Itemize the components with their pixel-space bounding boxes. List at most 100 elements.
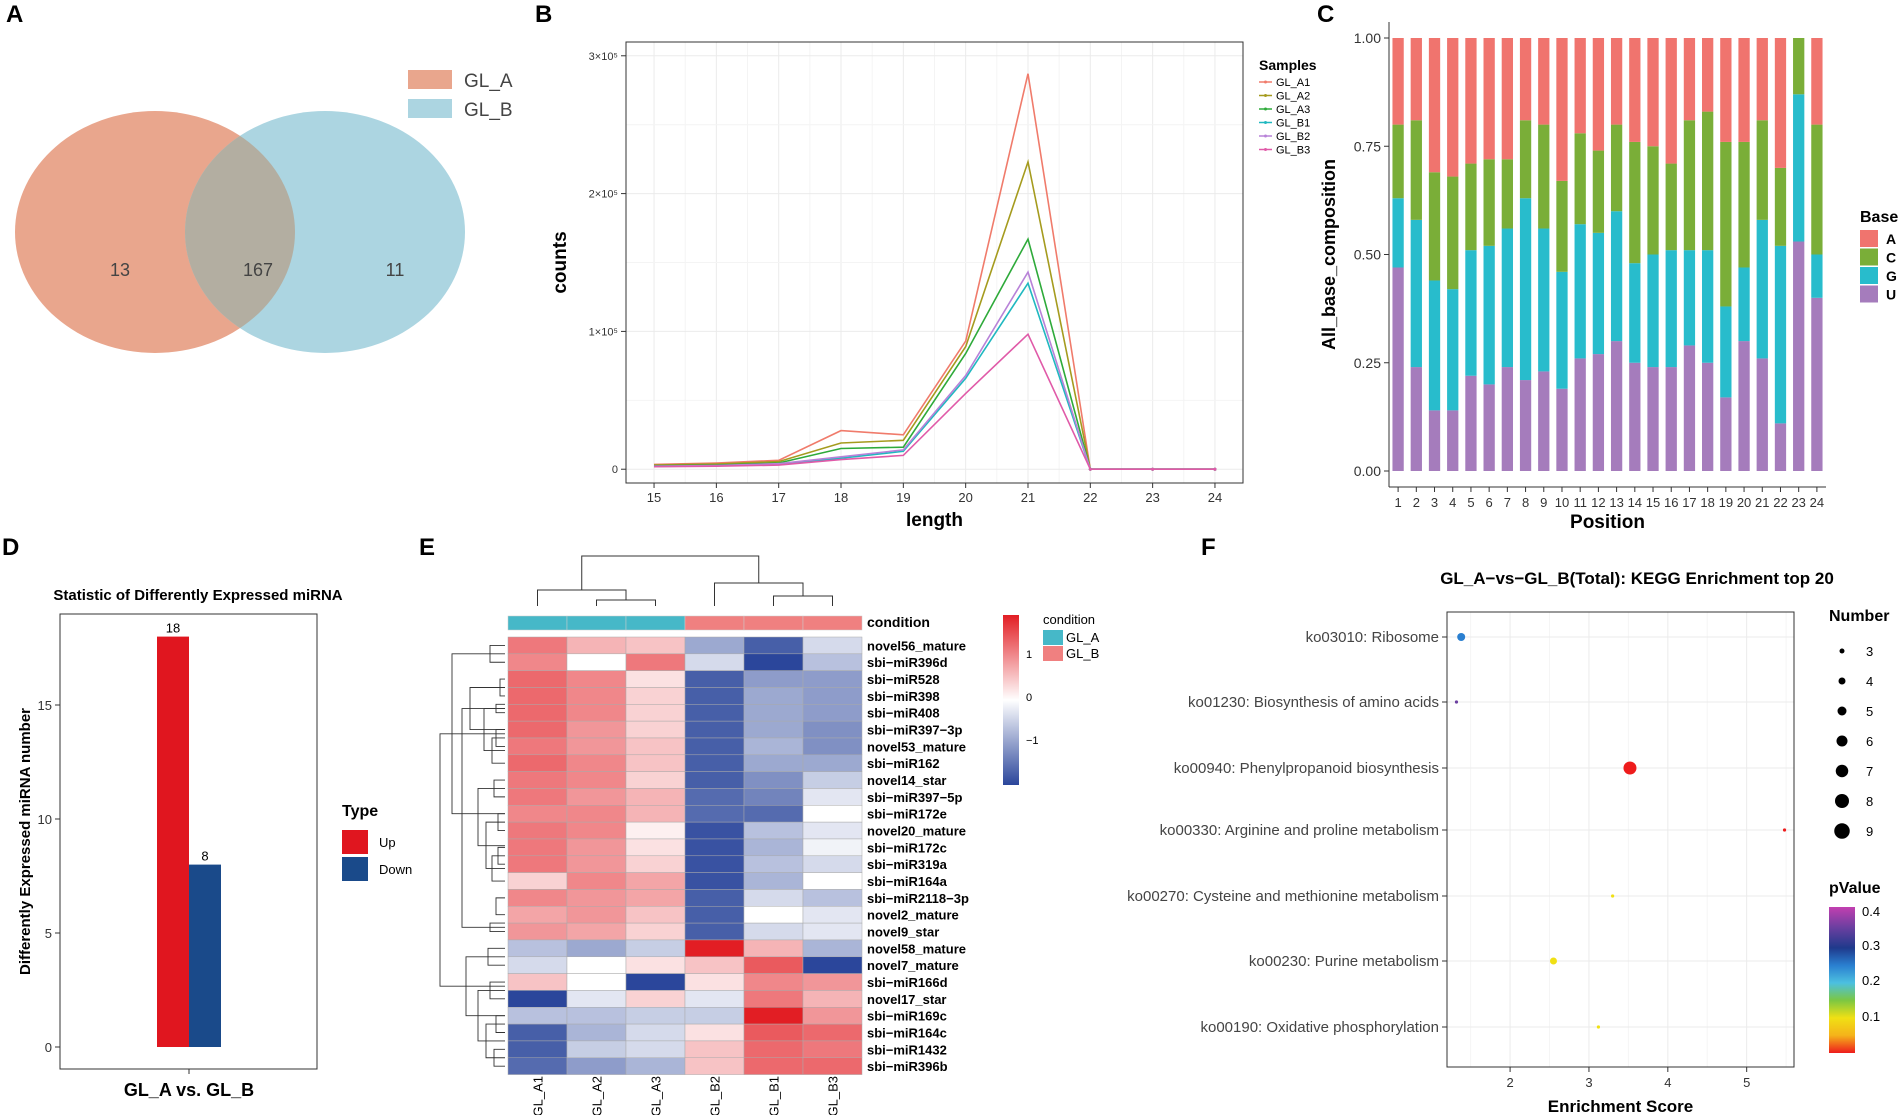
- e-heatmap-cell: [743, 737, 804, 756]
- venn-count-gl-a-only: 13: [110, 260, 130, 280]
- e-heatmap-cell: [684, 1007, 745, 1025]
- e-heatmap-cell: [802, 1057, 863, 1075]
- f-y-tick-label: ko00940: Phenylpropanoid biosynthesis: [1174, 760, 1439, 777]
- c-x-tick-label: 22: [1773, 495, 1787, 510]
- b-legend-label: GL_B3: [1276, 145, 1310, 157]
- e-heatmap-cell: [625, 1023, 686, 1042]
- c-bar-c: [1702, 111, 1714, 251]
- e-heatmap-cell: [566, 737, 627, 756]
- c-bar-c: [1774, 167, 1787, 246]
- length-distribution-chart: 15 16 17 18 19 20 21 22 23 24 0 1×10⁵ 2×10⁵ 3×10⁵ leng…: [550, 41, 1317, 531]
- e-row-label: sbi−miR169c: [867, 1009, 947, 1024]
- venn-legend-label-gl-a: GL_A: [464, 71, 513, 92]
- c-bar-a: [1774, 38, 1787, 168]
- f-point: [1596, 1025, 1601, 1029]
- e-heatmap-cell: [625, 821, 686, 840]
- c-bar-g: [1574, 224, 1586, 359]
- panel-label-a: A: [6, 1, 23, 28]
- e-heatmap-cell: [743, 906, 804, 924]
- f-point: [1549, 957, 1557, 965]
- b-point: [1151, 467, 1155, 471]
- e-heatmap-cell: [802, 821, 863, 840]
- e-row-label: sbi−miR398: [867, 689, 940, 704]
- d-y-tick-label: 5: [45, 926, 52, 941]
- b-legend-dot: [1264, 121, 1267, 124]
- d-title: Statistic of Differently Expressed miRNA: [53, 587, 342, 604]
- e-heatmap-cell: [743, 956, 804, 974]
- e-heatmap-cell: [743, 636, 804, 655]
- e-heatmap-cell: [625, 922, 686, 941]
- c-bar-u: [1738, 341, 1750, 471]
- e-scale-tick-label: 1: [1026, 649, 1032, 661]
- e-heatmap-cell: [507, 939, 568, 958]
- e-heatmap-cell: [684, 687, 745, 705]
- e-row-dendrogram: [477, 788, 505, 847]
- c-bar-g: [1556, 271, 1568, 389]
- c-x-tick-label: 8: [1522, 495, 1529, 510]
- e-heatmap-cell: [625, 1057, 686, 1075]
- b-legend-dot: [1264, 80, 1267, 84]
- e-condition-cell: [625, 615, 686, 631]
- deg-bar-chart: Statistic of Differently Expressed miRNA…: [17, 587, 412, 1100]
- d-y-axis-title: Differently Expressed miRNA number: [17, 708, 34, 975]
- c-bar-c: [1683, 120, 1696, 251]
- f-y-tick-label: ko00270: Cysteine and methionine metabol…: [1127, 888, 1439, 905]
- e-heatmap-cell: [802, 1007, 863, 1025]
- c-x-tick-label: 13: [1609, 495, 1623, 510]
- e-heatmap-cell: [625, 653, 686, 671]
- c-y-tick-label: 0.25: [1354, 355, 1381, 371]
- c-x-axis-title: Position: [1570, 512, 1645, 533]
- c-bar-g: [1683, 250, 1696, 346]
- f-color-legend-title: pValue: [1829, 880, 1881, 897]
- e-heatmap-cell: [566, 704, 627, 722]
- e-heatmap-cell: [684, 973, 745, 991]
- e-heatmap-cell: [507, 687, 568, 705]
- c-bar-c: [1392, 124, 1404, 199]
- e-row-label: sbi−miR172c: [867, 840, 947, 855]
- c-bar-a: [1465, 38, 1477, 164]
- c-bar-a: [1592, 38, 1605, 151]
- b-x-tick-label: 23: [1145, 490, 1159, 505]
- e-heatmap-cell: [743, 973, 804, 991]
- b-x-tick-label: 18: [834, 490, 848, 505]
- c-bar-a: [1519, 38, 1532, 121]
- c-bar-g: [1720, 306, 1732, 398]
- c-x-tick-label: 3: [1431, 495, 1438, 510]
- c-bar-g: [1592, 232, 1605, 355]
- e-heatmap-cell: [743, 990, 804, 1008]
- c-bar-a: [1556, 38, 1568, 181]
- e-heatmap-cell: [625, 1040, 686, 1059]
- c-bar-u: [1465, 375, 1477, 471]
- e-col-label: GL_B3: [826, 1076, 841, 1115]
- e-row-dendrogram: [495, 897, 505, 916]
- b-x-tick-label: 22: [1083, 490, 1097, 505]
- c-bar-a: [1702, 38, 1714, 112]
- c-bar-a: [1629, 38, 1641, 142]
- e-heatmap-cell: [802, 939, 863, 958]
- e-heatmap-cell: [684, 771, 745, 789]
- c-x-tick-label: 1: [1394, 495, 1401, 510]
- e-row-label: novel2_mature: [867, 908, 959, 923]
- c-bar-c: [1519, 120, 1532, 199]
- c-bar-c: [1665, 163, 1677, 251]
- f-size-legend-dot: [1839, 648, 1845, 654]
- c-legend-swatch: [1860, 230, 1878, 247]
- f-y-tick-label: ko01230: Biosynthesis of amino acids: [1188, 694, 1439, 711]
- c-bar-c: [1738, 141, 1750, 268]
- c-x-tick-label: 6: [1486, 495, 1493, 510]
- c-bar-g: [1665, 250, 1677, 368]
- b-y-axis-title: counts: [550, 231, 571, 293]
- e-heatmap-cell: [566, 922, 627, 941]
- c-bar-g: [1610, 211, 1623, 342]
- e-heatmap-cell: [566, 956, 627, 974]
- e-heatmap-cell: [802, 889, 863, 907]
- c-bar-g: [1647, 254, 1659, 368]
- e-heatmap-cell: [684, 653, 745, 671]
- f-title: GL_A−vs−GL_B(Total): KEGG Enrichment top…: [1440, 569, 1834, 588]
- c-bar-c: [1793, 38, 1805, 95]
- c-y-tick-label: 0.75: [1354, 138, 1381, 154]
- c-bar-c: [1720, 141, 1732, 307]
- c-bar-g: [1793, 94, 1805, 242]
- c-x-tick-label: 19: [1719, 495, 1733, 510]
- venn-legend-swatch-gl-b: [408, 99, 452, 118]
